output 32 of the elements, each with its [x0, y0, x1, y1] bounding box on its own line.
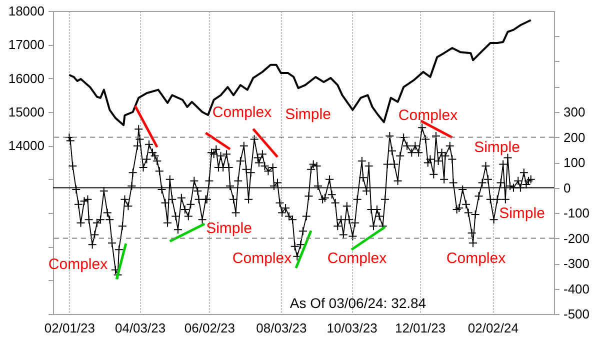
y-tick-label: 15000 [8, 104, 44, 120]
x-tick-label: 10/03/23 [326, 320, 378, 336]
y-tick-label: 14000 [8, 138, 44, 154]
y-tick-label: 17000 [8, 37, 44, 52]
x-tick-label: 02/01/23 [44, 320, 96, 336]
y-tick-label: 16000 [8, 70, 44, 86]
annotation: Complex [212, 104, 272, 121]
annotation: Complex [398, 107, 458, 124]
x-tick-label: 04/03/23 [114, 320, 166, 336]
y2-tick-label: -400 [564, 281, 590, 296]
annotation: Simple [206, 220, 252, 237]
annotation: Simple [285, 106, 331, 123]
y-tick-label: 18000 [8, 4, 44, 18]
x-tick-label: 02/02/24 [468, 320, 518, 336]
y2-tick-label: 0 [564, 180, 571, 196]
annotation: Complex [446, 250, 506, 267]
annotation: Simple [474, 139, 520, 156]
annotation: Complex [232, 250, 292, 267]
y2-tick-label: 300 [564, 104, 586, 120]
y2-tick-label: 200 [564, 130, 586, 145]
y2-tick-label: -300 [564, 256, 590, 271]
annotation: Complex [327, 250, 388, 267]
x-tick-label: 08/03/23 [256, 320, 307, 336]
annotation: Simple [499, 205, 545, 222]
x-tick-label: 12/01/23 [394, 320, 446, 336]
y2-tick-label: -200 [564, 230, 590, 246]
y2-tick-label: -100 [564, 206, 590, 220]
annotation: Complex [48, 256, 108, 273]
x-tick-label: 06/02/23 [184, 320, 236, 336]
annotation: As Of 03/06/24: 32.84 [290, 295, 426, 311]
y2-tick-label: 100 [564, 155, 586, 170]
y2-tick-label: -500 [564, 306, 590, 322]
